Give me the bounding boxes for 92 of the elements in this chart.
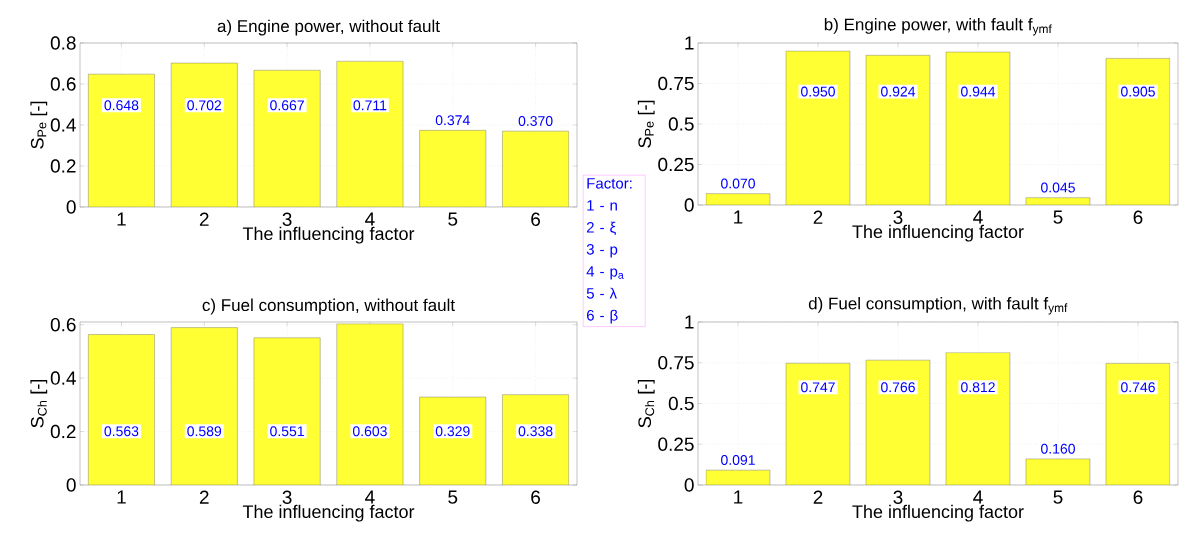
x-tick-label: 3 bbox=[282, 212, 292, 226]
text: 3 - p bbox=[586, 244, 618, 258]
text: Factor: bbox=[587, 178, 632, 189]
data-label: 0.702 bbox=[187, 100, 222, 111]
bar bbox=[171, 63, 238, 207]
x-tick-label: 1 bbox=[117, 490, 126, 504]
x-axis-title: The influencing factor bbox=[852, 504, 1024, 522]
y-tick-label: 0.5 bbox=[668, 396, 694, 411]
x-tick-label: 4 bbox=[365, 212, 375, 226]
x-tick-label: 4 bbox=[973, 210, 983, 224]
x-tick-label: 3 bbox=[893, 210, 903, 224]
y-tick-label: 0.4 bbox=[50, 118, 76, 132]
y-tick-label: 0.6 bbox=[50, 77, 76, 91]
data-label: 0.370 bbox=[518, 116, 553, 126]
y-tick-label: 0.6 bbox=[50, 317, 76, 332]
x-tick-label: 1 bbox=[117, 212, 126, 226]
bar bbox=[253, 70, 321, 207]
y-tick-label: 0 bbox=[66, 478, 76, 492]
y-tick-label: 0.5 bbox=[668, 117, 694, 131]
x-tick-label: 4 bbox=[973, 490, 983, 504]
data-label: 0.338 bbox=[518, 426, 553, 437]
y-tick-label: 0 bbox=[684, 198, 694, 212]
chart-title: a) Engine power, without fault bbox=[217, 19, 440, 36]
x-tick-label: 5 bbox=[1053, 210, 1063, 224]
bar bbox=[502, 130, 569, 207]
data-label: 0.374 bbox=[435, 115, 470, 126]
x-tick-label: 4 bbox=[365, 490, 375, 504]
x-tick-label: 5 bbox=[448, 490, 458, 504]
x-tick-label: 5 bbox=[448, 212, 458, 226]
y-tick-label: 0.25 bbox=[658, 437, 694, 451]
y-tick-label: 0.75 bbox=[658, 76, 694, 91]
y-axis-title: S$_{Ch}$ [-] bbox=[637, 379, 655, 428]
x-tick-label: 1 bbox=[734, 210, 743, 224]
data-label: 0.045 bbox=[1041, 182, 1075, 193]
y-tick-label: 1 bbox=[685, 315, 694, 329]
y-axis-title: S$_{Pe}$ [-] bbox=[30, 101, 48, 149]
y-tick-label: 0.2 bbox=[50, 424, 76, 439]
data-label: 0.551 bbox=[270, 426, 304, 437]
x-tick-label: 2 bbox=[199, 212, 209, 226]
text: 6 - β bbox=[586, 309, 618, 324]
data-label: 0.563 bbox=[104, 426, 139, 437]
y-tick-label: 0.4 bbox=[50, 371, 76, 385]
x-axis-title: The influencing factor bbox=[242, 504, 415, 522]
x-tick-label: 3 bbox=[282, 490, 292, 504]
text: 1 - n bbox=[587, 200, 617, 211]
x-tick-label: 6 bbox=[1133, 210, 1143, 224]
text: 5 - λ bbox=[586, 287, 617, 299]
y-tick-label: 0 bbox=[66, 200, 76, 214]
data-label: 0.905 bbox=[1121, 86, 1155, 97]
data-label: 0.160 bbox=[1041, 443, 1075, 454]
y-axis-title: S$_{Ch}$ [-] bbox=[30, 379, 48, 428]
x-tick-label: 2 bbox=[813, 210, 823, 224]
y-tick-label: 1 bbox=[685, 36, 694, 50]
x-tick-label: 1 bbox=[734, 490, 743, 504]
y-tick-label: 0.25 bbox=[658, 157, 694, 172]
data-label: 0.766 bbox=[881, 382, 915, 393]
y-axis-title: S$_{Pe}$ [-] bbox=[637, 100, 655, 148]
data-label: 0.091 bbox=[721, 455, 755, 465]
chart-title: b) Engine power, with fault f$_{ymf}$ bbox=[824, 18, 1052, 36]
x-tick-label: 6 bbox=[1133, 490, 1143, 504]
data-label: 0.711 bbox=[353, 100, 387, 111]
y-tick-label: 0.75 bbox=[658, 356, 694, 370]
bar bbox=[336, 61, 404, 207]
data-label: 0.603 bbox=[352, 426, 387, 437]
data-label: 0.950 bbox=[801, 86, 835, 97]
data-label: 0.667 bbox=[270, 100, 304, 111]
data-label: 0.746 bbox=[1121, 382, 1155, 393]
x-tick-label: 6 bbox=[531, 490, 541, 504]
x-tick-label: 2 bbox=[199, 490, 209, 504]
bar bbox=[88, 74, 155, 207]
y-tick-label: 0.8 bbox=[50, 36, 76, 50]
data-label: 0.924 bbox=[881, 86, 916, 97]
y-tick-label: 0 bbox=[684, 478, 694, 492]
text: 4 - p$_{a}$ bbox=[586, 266, 624, 280]
chart-title: d) Fuel consumption, with fault f$_{ymf}$ bbox=[808, 297, 1068, 315]
x-tick-label: 6 bbox=[531, 212, 541, 226]
data-label: 0.589 bbox=[187, 426, 222, 437]
data-label: 0.812 bbox=[961, 382, 995, 393]
data-label: 0.329 bbox=[435, 426, 470, 437]
data-label: 0.944 bbox=[961, 86, 996, 97]
x-tick-label: 2 bbox=[813, 490, 823, 504]
chart-title: c) Fuel consumption, without fault bbox=[202, 298, 455, 315]
x-tick-label: 5 bbox=[1053, 490, 1063, 504]
x-tick-label: 3 bbox=[893, 490, 903, 504]
data-label: 0.648 bbox=[104, 100, 139, 111]
data-label: 0.070 bbox=[721, 178, 755, 189]
bar bbox=[419, 130, 486, 207]
text: 2 - ξ bbox=[586, 221, 616, 236]
data-label: 0.747 bbox=[801, 382, 835, 393]
y-tick-label: 0.2 bbox=[50, 159, 76, 173]
x-axis-title: The influencing factor bbox=[852, 224, 1024, 242]
x-axis-title: The influencing factor bbox=[242, 226, 415, 244]
